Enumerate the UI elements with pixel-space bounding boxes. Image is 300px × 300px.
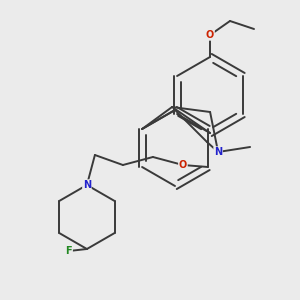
Text: N: N [214, 147, 222, 157]
Text: O: O [179, 160, 187, 170]
Text: F: F [66, 246, 72, 256]
Text: O: O [206, 30, 214, 40]
Text: N: N [83, 180, 91, 190]
